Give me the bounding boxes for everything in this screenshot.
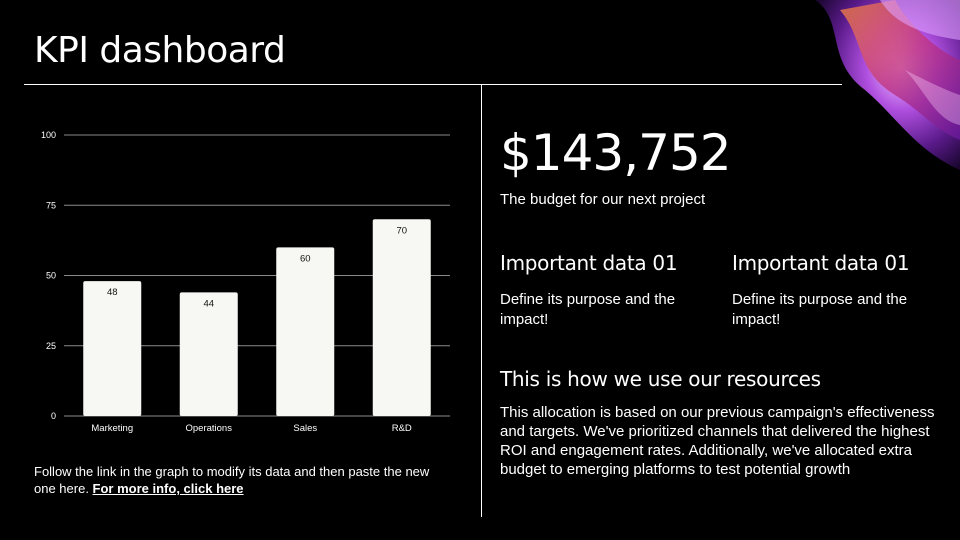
- bar-sales: [276, 247, 335, 416]
- data-label-sales: 60: [300, 253, 311, 264]
- y-tick-label-50: 50: [46, 271, 56, 281]
- more-info-link[interactable]: For more info, click here: [92, 481, 244, 496]
- y-tick-label-75: 75: [46, 200, 56, 210]
- x-tick-label-marketing: Marketing: [91, 423, 133, 434]
- x-tick-label-operations: Operations: [186, 423, 233, 434]
- decorative-swirl-graphic: [815, 0, 960, 170]
- y-tick-label-25: 25: [46, 341, 56, 351]
- bar-chart[interactable]: 0 25 50 75 100 48 Marketing 44 Operations 60 Sales…: [24, 118, 464, 438]
- slide-title: KPI dashboard: [34, 30, 286, 71]
- x-tick-label-rd: R&D: [392, 423, 412, 434]
- data-block-1-title: Important data 01: [500, 251, 678, 275]
- bar-marketing: [83, 281, 142, 416]
- footnote-text: Follow the link in the graph to modify i…: [34, 464, 430, 496]
- resources-title: This is how we use our resources: [500, 367, 821, 391]
- bar-rd: [372, 219, 431, 416]
- kpi-caption: The budget for our next project: [500, 191, 706, 208]
- data-label-rd: 70: [396, 225, 407, 236]
- data-block-2-title: Important data 01: [732, 251, 910, 275]
- data-label-marketing: 48: [107, 287, 118, 298]
- bar-operations: [179, 292, 238, 416]
- x-tick-label-sales: Sales: [293, 423, 317, 434]
- data-block-1-body: Define its purpose and the impact!: [500, 291, 676, 328]
- column-divider: [481, 85, 482, 517]
- y-tick-label-0: 0: [51, 411, 56, 421]
- data-label-operations: 44: [203, 298, 214, 309]
- data-block-2-body: Define its purpose and the impact!: [732, 291, 908, 328]
- y-tick-label-100: 100: [41, 130, 56, 140]
- chart-footnote: Follow the link in the graph to modify i…: [34, 463, 454, 497]
- header-divider: [24, 84, 842, 85]
- kpi-value: $143,752: [500, 124, 732, 182]
- resources-body: This allocation is based on our previous…: [500, 404, 935, 478]
